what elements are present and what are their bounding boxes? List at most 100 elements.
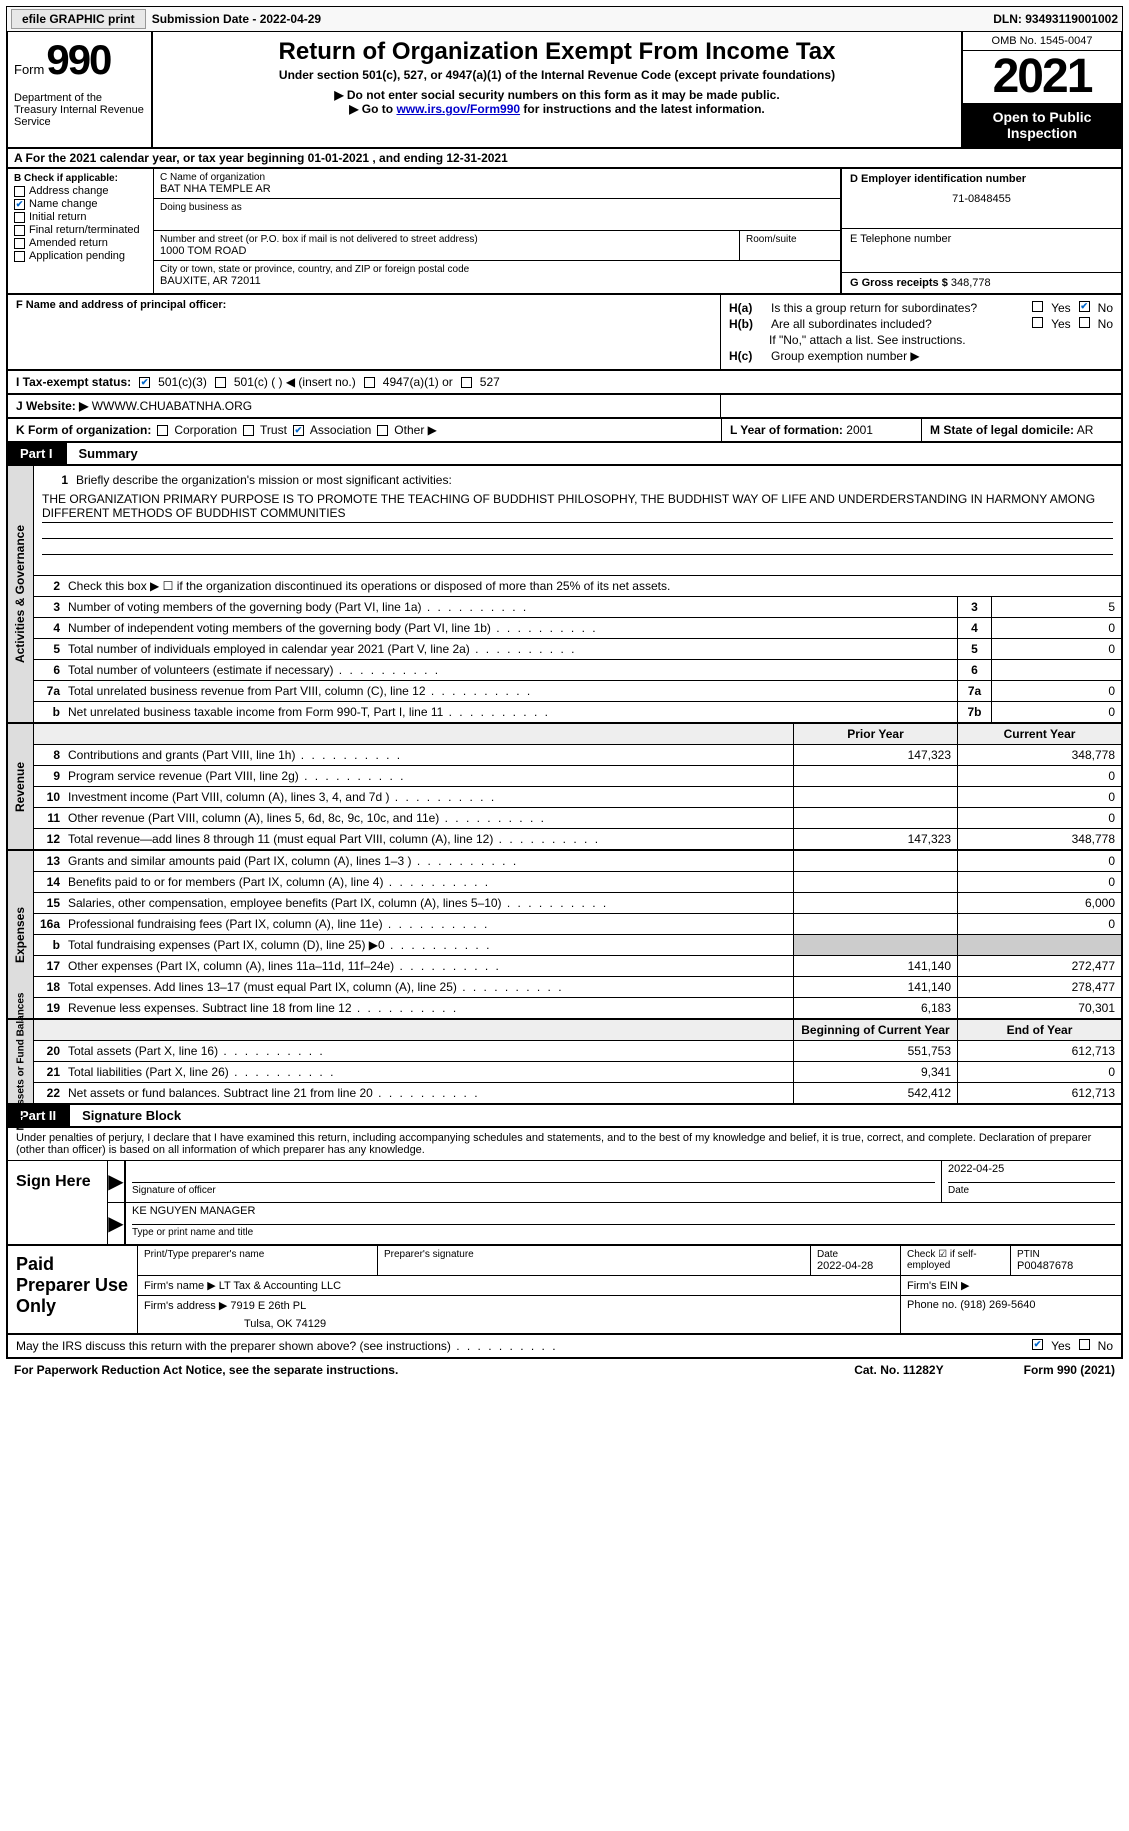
summary-line: 19Revenue less expenses. Subtract line 1… <box>34 998 1121 1018</box>
lbl-amended-return: Amended return <box>29 237 108 249</box>
sig-arrow-icon-2: ▶ <box>108 1203 124 1244</box>
form-number: 990 <box>46 36 110 84</box>
row-k-form-org: K Form of organization: Corporation Trus… <box>6 419 1123 443</box>
summary-activities-governance: Activities & Governance 1Briefly describ… <box>6 466 1123 724</box>
chk-501c[interactable] <box>215 377 226 388</box>
summary-line: bTotal fundraising expenses (Part IX, co… <box>34 935 1121 956</box>
firm-phone-label: Phone no. <box>907 1299 957 1311</box>
paid-preparer-label: Paid Preparer Use Only <box>8 1246 138 1333</box>
hdr-beginning-year: Beginning of Current Year <box>793 1020 957 1040</box>
chk-application-pending[interactable] <box>14 251 25 262</box>
column-b-checkboxes: B Check if applicable: Address change ✔N… <box>8 169 153 293</box>
ein-label: D Employer identification number <box>850 173 1113 185</box>
chk-527[interactable] <box>461 377 472 388</box>
chk-association[interactable]: ✔ <box>293 425 304 436</box>
hb-no-checkbox[interactable] <box>1079 317 1090 328</box>
chk-other[interactable] <box>377 425 388 436</box>
chk-final-return[interactable] <box>14 225 25 236</box>
discuss-no-checkbox[interactable] <box>1079 1339 1090 1350</box>
hb-yes-checkbox[interactable] <box>1032 317 1043 328</box>
prep-name-label: Print/Type preparer's name <box>144 1249 371 1260</box>
form-org-label: K Form of organization: <box>16 423 151 437</box>
form-header: Form 990 Department of the Treasury Inte… <box>6 32 1123 149</box>
part-2-header: Part II Signature Block <box>6 1105 1123 1128</box>
header-note-1: ▶ Do not enter social security numbers o… <box>161 88 953 102</box>
firm-name-label: Firm's name ▶ <box>144 1280 216 1292</box>
state-domicile-label: M State of legal domicile: <box>930 423 1074 437</box>
mission-text: THE ORGANIZATION PRIMARY PURPOSE IS TO P… <box>42 490 1113 523</box>
vlabel-revenue: Revenue <box>8 724 34 849</box>
chk-amended-return[interactable] <box>14 238 25 249</box>
sig-date-value: 2022-04-25 <box>948 1163 1115 1183</box>
form-subtitle: Under section 501(c), 527, or 4947(a)(1)… <box>161 68 953 82</box>
summary-line: 6Total number of volunteers (estimate if… <box>34 660 1121 681</box>
sig-date-label: Date <box>948 1183 1115 1196</box>
tax-year: 2021 <box>963 51 1121 103</box>
summary-line: 14Benefits paid to or for members (Part … <box>34 872 1121 893</box>
part-1-title: Summary <box>65 443 1121 464</box>
summary-line: 4Number of independent voting members of… <box>34 618 1121 639</box>
gross-receipts-value: 348,778 <box>951 277 991 289</box>
summary-line: 10Investment income (Part VIII, column (… <box>34 787 1121 808</box>
hb-text: Are all subordinates included? <box>771 317 932 331</box>
chk-4947[interactable] <box>364 377 375 388</box>
telephone-label: E Telephone number <box>850 233 1113 245</box>
tax-status-label: I Tax-exempt status: <box>16 375 131 389</box>
prep-selfemp-label: Check ☑ if self-employed <box>907 1249 1004 1271</box>
summary-line: 7aTotal unrelated business revenue from … <box>34 681 1121 702</box>
hb-note: If "No," attach a list. See instructions… <box>769 333 966 347</box>
signature-declaration: Under penalties of perjury, I declare th… <box>8 1128 1121 1161</box>
column-h: H(a) Is this a group return for subordin… <box>721 295 1121 369</box>
sign-here-label: Sign Here <box>8 1161 108 1244</box>
chk-address-change[interactable] <box>14 186 25 197</box>
firm-phone-value: (918) 269-5640 <box>960 1299 1035 1311</box>
header-note-2: ▶ Go to www.irs.gov/Form990 for instruct… <box>161 102 953 116</box>
part-2-title: Signature Block <box>68 1105 1121 1126</box>
summary-expenses: Expenses 13Grants and similar amounts pa… <box>6 851 1123 1020</box>
department-label: Department of the Treasury Internal Reve… <box>14 92 145 128</box>
lbl-application-pending: Application pending <box>29 250 125 262</box>
column-d-e-g: D Employer identification number 71-0848… <box>841 169 1121 293</box>
chk-501c3[interactable]: ✔ <box>139 377 150 388</box>
efile-print-button[interactable]: efile GRAPHIC print <box>11 9 146 29</box>
chk-initial-return[interactable] <box>14 212 25 223</box>
summary-revenue: Revenue bPrior YearCurrent Year 8Contrib… <box>6 724 1123 851</box>
firm-addr-value: 7919 E 26th PL <box>230 1300 306 1312</box>
org-name-value: BAT NHA TEMPLE AR <box>160 183 834 195</box>
prep-ptin-value: P00487678 <box>1017 1260 1115 1272</box>
omb-number: OMB No. 1545-0047 <box>963 32 1121 51</box>
row-f-h: F Name and address of principal officer:… <box>6 295 1123 371</box>
hc-text: Group exemption number ▶ <box>771 349 920 363</box>
block-b-through-g: B Check if applicable: Address change ✔N… <box>6 169 1123 295</box>
summary-net-assets: Net Assets or Fund Balances Beginning of… <box>6 1020 1123 1105</box>
inspection-badge: Open to Public Inspection <box>963 103 1121 147</box>
summary-line: 16aProfessional fundraising fees (Part I… <box>34 914 1121 935</box>
note2-pre: ▶ Go to <box>349 102 396 116</box>
ha-no-checkbox[interactable]: ✔ <box>1079 301 1090 312</box>
mission-label: Briefly describe the organization's miss… <box>72 470 1113 490</box>
ha-yes-checkbox[interactable] <box>1032 301 1043 312</box>
address-value: 1000 TOM ROAD <box>160 245 733 257</box>
row-a-tax-year: A For the 2021 calendar year, or tax yea… <box>6 149 1123 169</box>
website-value: WWWW.CHUABATNHA.ORG <box>92 399 252 413</box>
chk-name-change[interactable]: ✔ <box>14 199 25 210</box>
part-1-num: Part I <box>8 443 65 464</box>
summary-line: 17Other expenses (Part IX, column (A), l… <box>34 956 1121 977</box>
hb-label: H(b) <box>729 317 765 331</box>
hc-label: H(c) <box>729 349 765 363</box>
summary-line: 15Salaries, other compensation, employee… <box>34 893 1121 914</box>
irs-link[interactable]: www.irs.gov/Form990 <box>396 102 520 116</box>
prep-ptin-label: PTIN <box>1017 1249 1115 1260</box>
ha-label: H(a) <box>729 301 765 315</box>
prep-date-label: Date <box>817 1249 894 1260</box>
discuss-yes-checkbox[interactable]: ✔ <box>1032 1339 1043 1350</box>
prep-date-value: 2022-04-28 <box>817 1260 894 1272</box>
sig-name-value: KE NGUYEN MANAGER <box>132 1205 1115 1225</box>
chk-corporation[interactable] <box>157 425 168 436</box>
chk-trust[interactable] <box>243 425 254 436</box>
lbl-name-change: Name change <box>29 198 98 210</box>
lbl-final-return: Final return/terminated <box>29 224 140 236</box>
city-value: BAUXITE, AR 72011 <box>160 275 834 287</box>
footer-bar: For Paperwork Reduction Act Notice, see … <box>6 1359 1123 1381</box>
row-i-tax-status: I Tax-exempt status: ✔501(c)(3) 501(c) (… <box>6 371 1123 395</box>
